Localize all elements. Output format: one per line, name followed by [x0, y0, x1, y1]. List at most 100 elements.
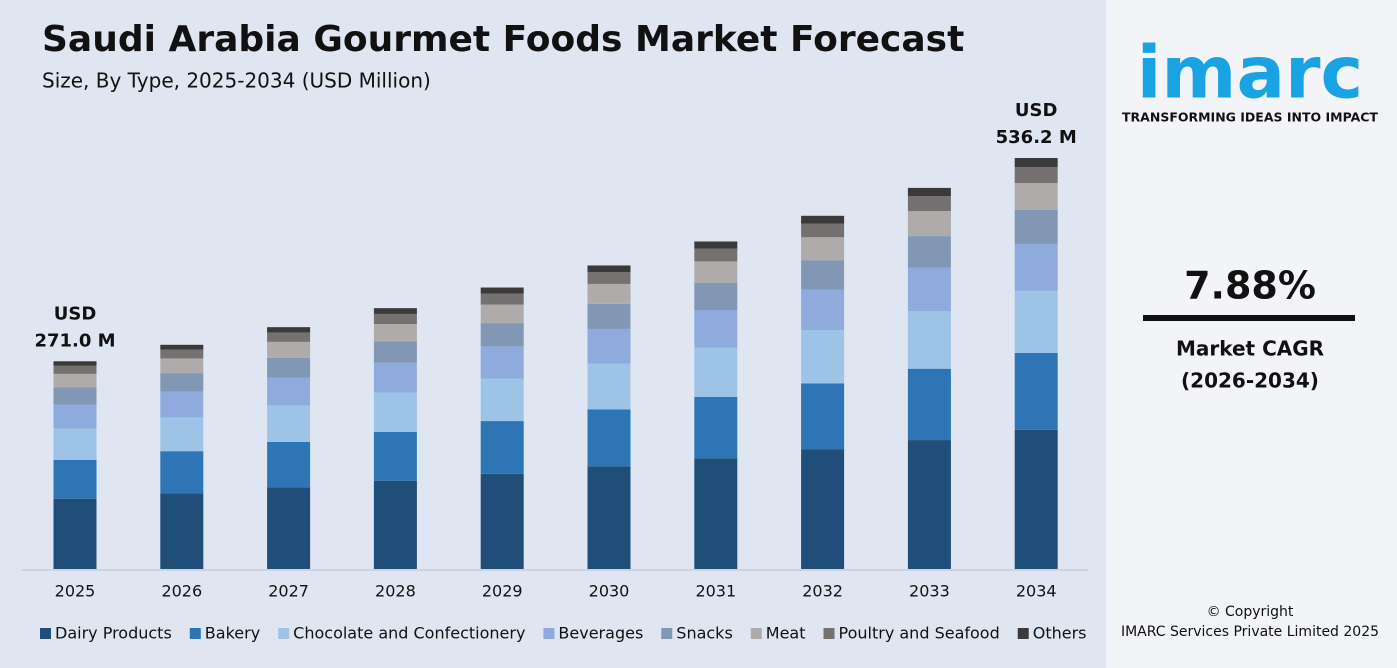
bar-segment — [160, 451, 204, 494]
bar-segment — [373, 313, 417, 325]
bar-segment — [1014, 209, 1058, 244]
cagr-divider — [1143, 315, 1355, 321]
chart-title: Saudi Arabia Gourmet Foods Market Foreca… — [42, 19, 964, 60]
bar-segment — [587, 303, 631, 329]
x-tick-label: 2034 — [1016, 582, 1057, 601]
bar-segment — [480, 473, 524, 569]
bar-segment — [267, 377, 311, 406]
bar-segment — [694, 396, 738, 459]
legend-swatch — [543, 628, 555, 639]
legend-swatch — [189, 628, 201, 639]
bar-segment — [160, 373, 204, 392]
legend-swatch — [750, 628, 762, 639]
bar-segment — [267, 487, 311, 569]
side-panel — [1106, 0, 1397, 668]
bar-segment — [801, 260, 845, 290]
bar-segment — [1014, 290, 1058, 353]
x-tick-label: 2025 — [55, 582, 96, 601]
x-tick-label: 2030 — [589, 582, 630, 601]
bar-segment — [480, 293, 524, 305]
legend-label: Bakery — [205, 624, 260, 643]
bar-segment — [1014, 243, 1058, 291]
x-tick-label: 2029 — [482, 582, 523, 601]
bar-segment — [373, 324, 417, 342]
legend-swatch — [1017, 628, 1029, 639]
bar-segment — [160, 391, 204, 418]
bar-segment — [160, 493, 204, 569]
bar-segment — [801, 215, 845, 224]
bar-segment — [53, 365, 97, 374]
bar-segment — [1014, 182, 1058, 210]
bar-segment — [373, 480, 417, 569]
bar-segment — [480, 287, 524, 294]
bar-segment — [373, 362, 417, 393]
legend-label: Snacks — [676, 624, 733, 643]
legend-label: Dairy Products — [55, 624, 172, 643]
company: IMARC Services Private Limited 2025 — [1121, 624, 1379, 640]
legend-swatch — [661, 628, 673, 639]
x-tick-label: 2032 — [802, 582, 843, 601]
bar-segment — [907, 311, 951, 369]
bar-segment — [801, 383, 845, 450]
bar-segment — [480, 346, 524, 379]
total-label: USD — [1015, 100, 1058, 121]
bar-segment — [801, 330, 845, 384]
bar-segment — [267, 341, 311, 358]
bar-segment — [907, 211, 951, 237]
bar-segment — [694, 248, 738, 262]
x-tick-label: 2033 — [909, 582, 950, 601]
bar-segment — [587, 328, 631, 364]
bar-segment — [694, 309, 738, 348]
bar-segment — [694, 261, 738, 283]
bar-segment — [587, 466, 631, 569]
bar-segment — [373, 431, 417, 481]
bar-segment — [373, 392, 417, 432]
bar-segment — [160, 358, 204, 374]
copyright: © Copyright — [1207, 604, 1294, 620]
cagr-value: 7.88% — [1184, 264, 1316, 308]
bar-segment — [267, 441, 311, 488]
bar-segment — [480, 378, 524, 422]
bar-segment — [801, 237, 845, 261]
x-tick-label: 2027 — [268, 582, 309, 601]
bar-segment — [160, 344, 204, 350]
bar-segment — [694, 458, 738, 569]
cagr-label: Market CAGR — [1176, 337, 1324, 361]
bar-segment — [480, 421, 524, 474]
logo: imarc — [1137, 31, 1363, 115]
bar-segment — [53, 373, 97, 388]
bar-segment — [373, 341, 417, 363]
bar-segment — [53, 428, 97, 460]
bar-segment — [907, 196, 951, 212]
bar-segment — [267, 332, 311, 342]
bar-segment — [694, 241, 738, 249]
x-tick-label: 2028 — [375, 582, 416, 601]
bar-segment — [53, 387, 97, 405]
bar-segment — [160, 417, 204, 452]
bar-segment — [694, 282, 738, 310]
bar-segment — [53, 404, 97, 429]
legend-swatch — [40, 628, 51, 639]
legend-label: Beverages — [558, 624, 643, 643]
x-tick-label: 2031 — [695, 582, 736, 601]
bar-segment — [267, 357, 311, 378]
bar-segment — [801, 223, 845, 238]
bar-segment — [587, 283, 631, 304]
bar-segment — [1014, 352, 1058, 430]
bar-segment — [587, 272, 631, 284]
bar-segment — [53, 498, 97, 569]
bar-segment — [373, 308, 417, 314]
total-label: 536.2 M — [996, 127, 1077, 148]
bar-segment — [267, 327, 311, 333]
bar-segment — [1014, 158, 1058, 167]
bar-segment — [907, 368, 951, 441]
bar-segment — [907, 267, 951, 312]
legend-swatch — [823, 628, 835, 639]
tagline: TRANSFORMING IDEAS INTO IMPACT — [1122, 110, 1378, 125]
chart-subtitle: Size, By Type, 2025-2034 (USD Million) — [42, 69, 431, 93]
bar-segment — [694, 347, 738, 397]
legend-swatch — [278, 628, 290, 639]
legend-label: Chocolate and Confectionery — [293, 624, 525, 643]
bar-segment — [160, 349, 204, 359]
